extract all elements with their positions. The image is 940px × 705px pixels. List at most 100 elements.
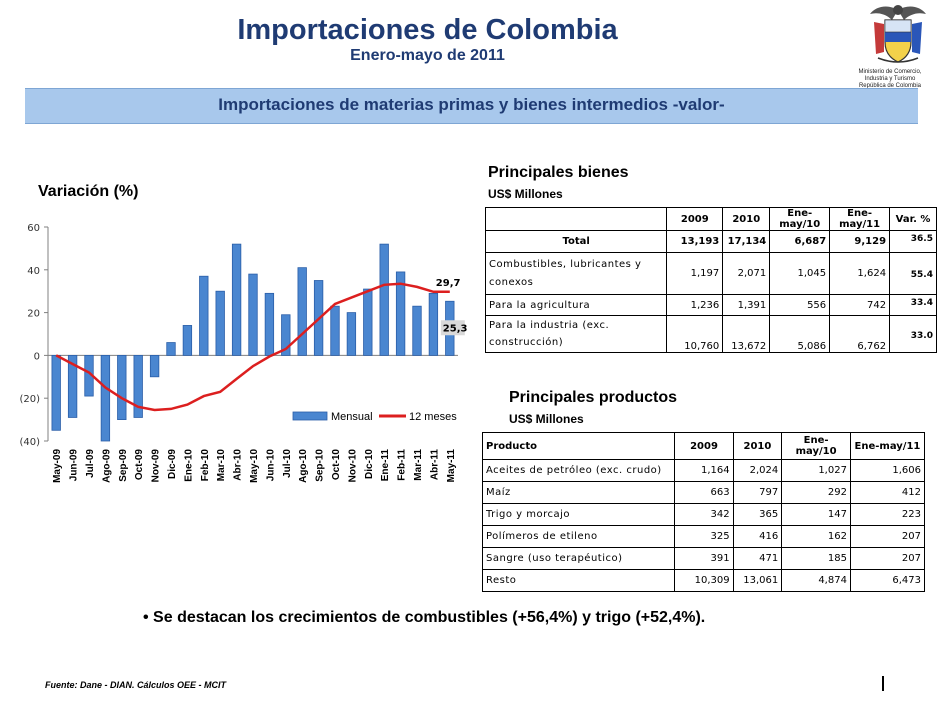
- table-cell: 55.4: [889, 252, 937, 295]
- table-cell: 1,164: [674, 459, 734, 482]
- x-tick-label: Ago-09: [101, 449, 112, 483]
- bar-mensual: [100, 354, 111, 442]
- table-cell: 13,061: [732, 569, 783, 592]
- table-cell: 185: [781, 547, 851, 570]
- productos-table: Producto 2009 2010 Ene-may/10 Ene-may/11…: [481, 432, 926, 592]
- table-cell: 1,027: [781, 459, 851, 482]
- x-tick-label: Dic-10: [364, 449, 375, 479]
- table-cell: 9,129: [829, 230, 891, 253]
- table-cell: Para la agricultura: [484, 294, 668, 316]
- y-tick-label: (20): [19, 394, 40, 405]
- table-header-row: Producto 2009 2010 Ene-may/10 Ene-may/11: [481, 432, 926, 460]
- x-tick-label: Feb-10: [200, 449, 211, 482]
- variation-chart: 60 40 20 0 (20) (40) May-09 Jun-09 Jul-09 Ago-09…: [19, 223, 468, 483]
- x-tick-label: Mar-11: [413, 449, 424, 481]
- section-bar: [25, 88, 918, 124]
- table-cell: 1,045: [769, 252, 831, 295]
- bullet-text: Se destacan los crecimientos de combusti…: [153, 609, 706, 626]
- legend-label-mensual: Mensual: [331, 411, 373, 423]
- x-tick-label: Ene-11: [380, 449, 391, 482]
- table-cell: 2,024: [732, 459, 783, 482]
- table-cell: 223: [849, 503, 926, 526]
- table-row: Trigo y morcajo 342 365 147 223: [481, 503, 926, 526]
- data-label-12-meses: 29,7: [436, 278, 461, 289]
- series-line-12-meses: [55, 282, 450, 412]
- table-cell: 33.0: [889, 315, 937, 353]
- table-header-cell: Ene-may/10: [769, 207, 831, 231]
- footer-divider: [882, 676, 884, 691]
- table-cell: Resto: [481, 569, 676, 592]
- table-cell: 325: [674, 525, 734, 548]
- y-tick-label: 20: [27, 309, 40, 320]
- table-header-cell: 2010: [722, 207, 771, 231]
- table-cell: 10,309: [674, 569, 734, 592]
- table-row: Polímeros de etileno 325 416 162 207: [481, 525, 926, 548]
- x-tick-label: Jun-09: [69, 449, 80, 482]
- table-cell: 207: [849, 525, 926, 548]
- x-tick-label: Feb-11: [397, 449, 408, 481]
- data-label-mensual: 25,3: [443, 323, 468, 334]
- table-row: Combustibles, lubricantes y conexos 1,19…: [484, 252, 937, 295]
- table-header-cell: Var. %: [889, 207, 937, 231]
- productos-unit: US$ Millones: [509, 412, 584, 426]
- table-cell: Trigo y morcajo: [481, 503, 676, 526]
- table-cell: 1,606: [849, 459, 926, 482]
- table-cell: Aceites de petróleo (exc. crudo): [481, 459, 676, 482]
- x-tick-label: Sep-10: [315, 449, 326, 482]
- y-tick-label: 0: [34, 351, 40, 362]
- table-cell: 1,236: [666, 294, 724, 316]
- x-tick-label: Oct-10: [331, 449, 342, 481]
- table-cell: 412: [849, 481, 926, 504]
- table-header-cell: Ene-may/11: [849, 432, 926, 460]
- table-row: Para la agricultura 1,236 1,391 556 742 …: [484, 294, 937, 316]
- table-cell: 556: [769, 294, 831, 316]
- x-tick-label: Mar-10: [216, 449, 227, 482]
- x-tick-label: Jul-10: [282, 449, 293, 478]
- table-row: Total 13,193 17,134 6,687 9,129 36.5: [484, 230, 937, 253]
- x-tick-label: Nov-09: [151, 449, 162, 483]
- bar-mensual: [166, 342, 176, 356]
- table-cell: 13,672: [722, 315, 771, 353]
- bar-mensual: [412, 305, 422, 356]
- bar-mensual: [363, 288, 373, 356]
- chart-legend: Mensual 12 meses: [292, 411, 457, 423]
- x-tick-label: Jun-10: [265, 449, 276, 482]
- table-header-cell: Producto: [481, 432, 676, 460]
- table-row: Aceites de petróleo (exc. crudo) 1,164 2…: [481, 459, 926, 482]
- bar-mensual: [264, 292, 275, 356]
- x-tick-label: May-10: [249, 449, 260, 483]
- section-title: Importaciones de materias primas y biene…: [218, 95, 725, 114]
- x-tick-label: Nov-10: [347, 449, 358, 483]
- bar-mensual: [67, 354, 78, 418]
- table-cell: 2,071: [722, 252, 771, 295]
- legend-swatch-mensual: [292, 411, 328, 421]
- highlight-bullet: • Se destacan los crecimientos de combus…: [143, 609, 705, 627]
- x-tick-label: Dic-09: [167, 449, 178, 479]
- table-cell: 147: [781, 503, 851, 526]
- table-cell: 342: [674, 503, 734, 526]
- table-row: Sangre (uso terapéutico) 391 471 185 207: [481, 547, 926, 570]
- table-cell: 1,391: [722, 294, 771, 316]
- bar-mensual: [117, 354, 127, 420]
- bar-mensual: [51, 354, 61, 431]
- table-cell: Sangre (uso terapéutico): [481, 547, 676, 570]
- bar-mensual: [199, 275, 209, 356]
- table-cell: 10,760: [666, 315, 724, 353]
- x-tick-label: Ago-10: [298, 449, 309, 483]
- table-cell: 6,473: [849, 569, 926, 592]
- x-tick-label: Abr-10: [233, 449, 244, 481]
- table-cell: 292: [781, 481, 851, 504]
- table-cell: 797: [732, 481, 783, 504]
- table-cell: 416: [732, 525, 783, 548]
- y-tick-label: (40): [19, 437, 40, 448]
- table-cell: 13,193: [666, 230, 724, 253]
- table-header-cell: Ene-may/11: [829, 207, 891, 231]
- table-cell: 36.5: [889, 230, 937, 253]
- page-title: Importaciones de Colombia: [237, 14, 618, 46]
- productos-title: Principales productos: [509, 389, 678, 406]
- ministry-label: Ministerio de Comercio, Industria y Turi…: [858, 69, 922, 89]
- table-cell: 6,687: [769, 230, 831, 253]
- table-cell: 17,134: [722, 230, 771, 253]
- x-tick-label: Oct-09: [134, 449, 145, 481]
- table-cell: 471: [732, 547, 783, 570]
